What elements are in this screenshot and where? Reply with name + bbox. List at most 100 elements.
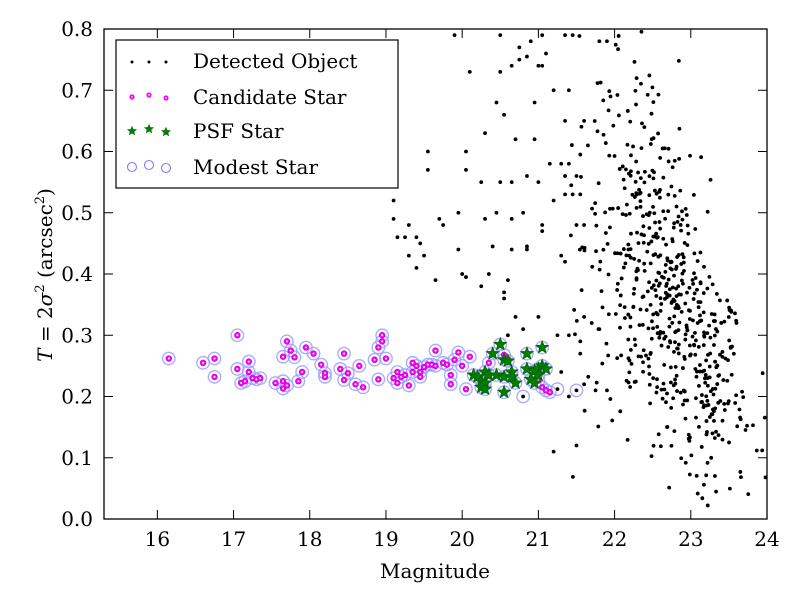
candidate-star-center [358,364,361,367]
detected-object-point [662,336,667,341]
detected-object-point [731,351,736,356]
detected-object-point [494,100,499,105]
detected-object-point [525,244,529,249]
detected-object-point [586,374,591,379]
detected-object-point [704,358,709,363]
detected-object-point [433,278,438,283]
detected-object-point [676,342,681,347]
candidate-star-center [430,363,433,366]
detected-object-point [680,252,685,257]
detected-object-point [690,278,695,282]
detected-object-point [636,170,640,175]
detected-object-point [652,211,657,216]
detected-object-point [717,298,722,303]
detected-object-point [655,324,660,329]
detected-object-point [714,489,718,494]
detected-object-point [544,51,548,56]
detected-object-point [569,183,574,188]
candidate-star-center [301,371,304,373]
detected-object-point [624,202,629,207]
detected-object-point [665,295,669,300]
detected-object-point [551,198,556,203]
modest-star-point [241,354,256,369]
detected-object-point [656,92,661,97]
candidate-star-center [426,363,429,366]
detected-object-point [658,444,663,449]
detected-object-point [679,456,684,461]
detected-object-point [615,356,620,361]
modest-star-point [390,365,405,379]
detected-object-point [704,473,709,478]
detected-object-point [675,219,680,224]
candidate-star-center [343,378,346,381]
candidate-star-center [304,346,307,349]
candidate-star-center [392,377,395,380]
legend-item: Detected Object [130,49,357,73]
detected-object-point [672,194,677,198]
detected-object-point [722,408,727,412]
candidate-star-center [373,358,376,361]
candidate-star-center [312,352,315,355]
detected-object-point [649,454,654,459]
candidate-star-center [213,375,216,378]
candidate-star-center [285,340,288,343]
axis-ticks [104,28,768,520]
detected-object-point [661,330,666,335]
y-tick-label: 0.1 [61,446,93,470]
detected-object-point [700,496,705,501]
detected-object-point [648,142,653,146]
detected-object-point [705,398,710,403]
detected-object-point [657,281,662,286]
candidate-star-center [464,388,467,391]
detected-object-point [674,302,679,307]
detected-object-point [651,312,656,317]
detected-object-point [517,45,522,50]
detected-object-point [678,223,683,227]
detected-object-point [595,81,600,86]
candidate-star-center [213,357,216,360]
detected-object-point [647,382,652,387]
detected-object-point [626,242,631,247]
legend-open-circle-icon [143,159,155,171]
detected-object-point [668,365,673,370]
detected-object-point [590,264,595,269]
candidate-star-center [255,378,258,381]
modest-star-point [314,357,329,372]
detected-object-point [669,406,674,410]
detected-object-point [597,39,602,44]
detected-object-point [666,146,671,151]
modest-star-point [291,374,306,389]
detected-object-point [605,241,610,246]
detected-object-point [762,415,767,420]
detected-object-point [710,282,715,287]
legend: Detected Object Candidate Star PSF Star Mod… [115,39,399,189]
detected-object-point [600,305,605,310]
detected-object-point [677,126,682,131]
detected-object-point [708,335,713,340]
detected-object-point [647,210,652,215]
detected-object-point [628,255,633,260]
detected-object-point [666,277,671,282]
detected-object-point [660,274,664,279]
candidate-star-center [415,364,418,367]
y-label-sup2: 2 [33,196,48,204]
detected-object-point [680,271,685,276]
detected-object-point [687,317,692,321]
detected-object-point [667,316,672,321]
detected-object-point [559,370,564,374]
detected-object-point [610,418,615,423]
detected-object-point [702,264,706,269]
detected-object-point [696,300,701,304]
detected-object-point [582,314,587,319]
detected-object-point [712,436,717,440]
detected-object-point [692,342,696,347]
detected-object-point [606,353,611,358]
candidate-star-center [324,375,326,378]
detected-object-point [726,401,730,406]
detected-object-point [653,188,657,193]
candidate-star-center [449,383,452,386]
detected-object-point [695,491,700,496]
detected-object-point [628,348,633,352]
detected-object-point [684,325,689,330]
detected-object-point [665,391,669,396]
